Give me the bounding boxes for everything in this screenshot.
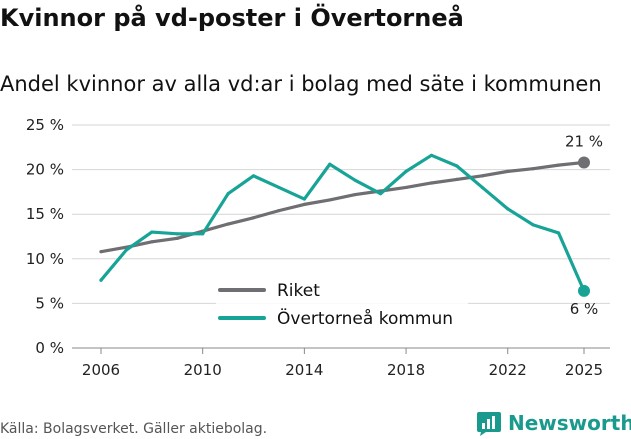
data-point	[556, 163, 561, 167]
data-point	[302, 202, 306, 206]
legend-background	[216, 276, 468, 334]
source-note: Källa: Bolagsverket. Gäller aktiebolag.	[0, 421, 268, 437]
x-tick-label: 2018	[387, 361, 425, 379]
y-tick-label: 10 %	[26, 250, 64, 268]
series-group	[99, 153, 590, 297]
data-point	[175, 232, 179, 236]
grid-lines	[72, 124, 610, 349]
data-point	[480, 185, 484, 190]
data-point	[226, 222, 230, 226]
series-line-1	[99, 153, 586, 293]
data-point	[404, 185, 408, 190]
data-point	[404, 169, 408, 173]
series-end-marker-0	[578, 156, 590, 169]
data-point	[328, 162, 332, 166]
brand-name: Newsworthy	[508, 411, 631, 435]
y-axis: 0 % 5 % 10 % 15 % 20 % 25 %	[26, 116, 64, 357]
data-point	[124, 248, 129, 252]
data-point	[455, 164, 459, 168]
y-tick-label: 25 %	[26, 116, 64, 134]
y-tick-label: 20 %	[26, 161, 64, 179]
x-tick-label: 2014	[285, 361, 323, 379]
data-point	[531, 223, 535, 227]
end-value-label-1: 6 %	[570, 300, 599, 318]
series-line-0	[99, 160, 586, 254]
data-point	[150, 230, 154, 234]
data-point	[251, 174, 256, 178]
end-labels: 21 % 6 %	[565, 132, 603, 317]
data-point	[251, 216, 256, 220]
legend: Riket Övertorneå kommun	[216, 276, 468, 334]
data-point	[99, 250, 103, 254]
x-tick-label: 2010	[184, 361, 222, 379]
data-point	[226, 192, 230, 196]
data-point	[353, 178, 357, 182]
legend-label-riket: Riket	[277, 281, 320, 301]
x-axis: 2006 2010 2014 2018 2022 2025	[82, 348, 603, 379]
data-point	[99, 278, 103, 282]
data-point	[506, 169, 510, 173]
data-point	[429, 153, 434, 157]
data-point	[201, 232, 205, 236]
end-value-label-0: 21 %	[565, 132, 603, 150]
data-point	[150, 240, 154, 244]
data-point	[556, 231, 561, 235]
newsworthy-logo-icon	[477, 412, 501, 436]
data-point	[175, 236, 179, 240]
x-tick-label: 2006	[82, 361, 120, 379]
chart-title: Kvinnor på vd-poster i Övertorneå	[0, 4, 464, 32]
data-point	[531, 167, 535, 171]
y-tick-label: 15 %	[26, 205, 64, 223]
data-point	[455, 177, 459, 182]
data-point	[353, 192, 357, 197]
chart-subtitle: Andel kvinnor av alla vd:ar i bolag med …	[0, 72, 602, 96]
legend-label-overtornea: Övertorneå kommun	[277, 307, 453, 329]
x-tick-label: 2022	[489, 361, 527, 379]
brand-logo: Newsworthy	[476, 408, 631, 438]
data-point	[480, 174, 484, 178]
data-point	[429, 181, 434, 185]
data-point	[302, 197, 306, 201]
data-point	[379, 192, 383, 196]
x-tick-label: 2025	[565, 361, 603, 379]
data-point	[506, 207, 510, 211]
series-end-marker-1	[578, 284, 590, 297]
data-point	[277, 209, 281, 213]
y-tick-label: 0 %	[35, 339, 64, 357]
data-point	[328, 198, 332, 202]
data-point	[277, 185, 281, 190]
y-tick-label: 5 %	[35, 294, 64, 312]
